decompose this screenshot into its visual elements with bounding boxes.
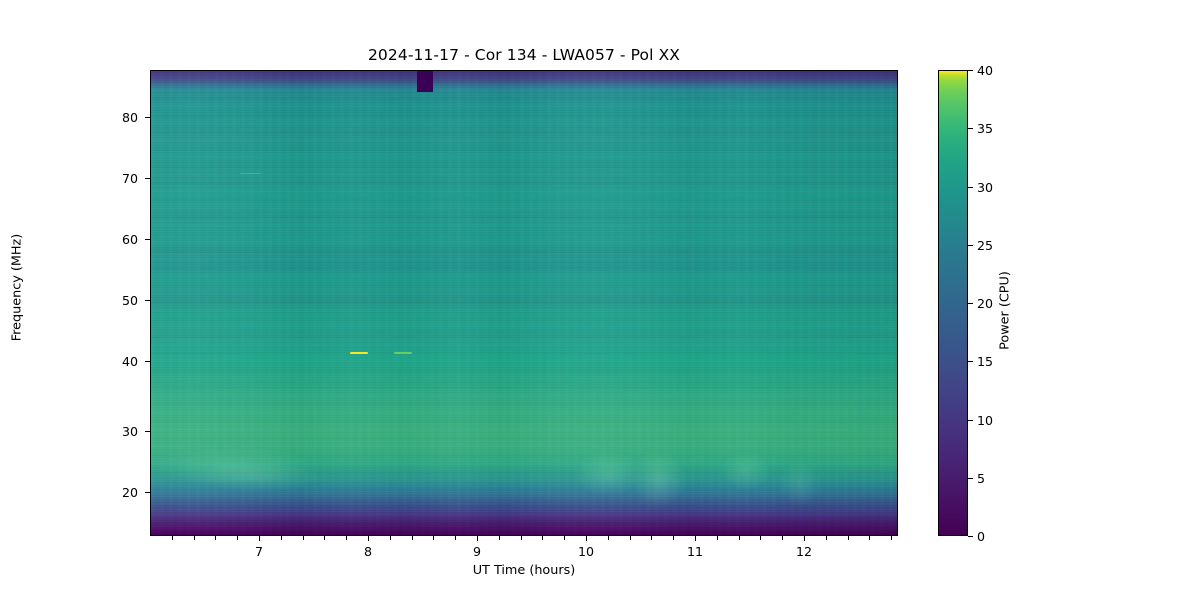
x-minor-tick — [629, 536, 631, 540]
y-tick-label-80: 80 — [121, 110, 138, 125]
spectrogram-channel-striping-coarse — [151, 71, 897, 535]
x-major-tick-11 — [695, 536, 696, 542]
y-tick-label-70: 70 — [121, 171, 138, 186]
colorbar-label-35: 35 — [977, 121, 994, 137]
y-major-tick-40 — [144, 361, 150, 362]
spectrogram-axes[interactable] — [150, 70, 898, 536]
colorbar-label-25: 25 — [977, 237, 994, 253]
colorbar-title: Power (CPU) — [997, 271, 1013, 350]
x-minor-tick — [825, 536, 827, 540]
x-minor-tick — [237, 536, 239, 540]
y-major-tick-30 — [144, 431, 150, 432]
colorbar[interactable] — [938, 70, 968, 536]
colorbar-label-10: 10 — [977, 412, 994, 428]
spectrogram-integration-blocks — [151, 71, 897, 535]
x-tick-label-9: 9 — [472, 544, 481, 559]
x-minor-tick — [498, 536, 500, 540]
colorbar-tick-25 — [968, 244, 973, 246]
y-major-tick-80 — [144, 117, 150, 118]
x-minor-tick — [891, 536, 893, 540]
x-minor-tick — [847, 536, 849, 540]
x-minor-tick — [520, 536, 522, 540]
y-major-tick-70 — [144, 178, 150, 179]
x-tick-label-8: 8 — [363, 544, 372, 559]
x-minor-tick — [782, 536, 784, 540]
spectrogram-base-gradient — [151, 71, 897, 535]
x-minor-tick — [193, 536, 195, 540]
colorbar-label-15: 15 — [977, 354, 994, 370]
colorbar-label-0: 0 — [977, 529, 986, 544]
x-minor-tick — [324, 536, 326, 540]
x-minor-tick — [673, 536, 675, 540]
flagged-data-dropout — [417, 71, 433, 92]
x-minor-tick — [564, 536, 566, 540]
x-minor-tick — [171, 536, 173, 540]
x-major-tick-10 — [586, 536, 587, 542]
colorbar-tick-20 — [968, 303, 973, 304]
spectrogram-channel-striping — [151, 71, 897, 535]
y-major-tick-20 — [144, 492, 150, 493]
y-tick-label-50: 50 — [121, 293, 138, 308]
colorbar-tick-35 — [968, 128, 973, 130]
colorbar-label-20: 20 — [977, 296, 994, 311]
y-axis-title: Frequency (MHz) — [9, 233, 25, 342]
x-minor-tick — [280, 536, 282, 540]
x-minor-tick — [607, 536, 609, 540]
x-minor-tick — [760, 536, 762, 540]
colorbar-label-5: 5 — [977, 470, 986, 486]
spectrogram-time-variation — [151, 71, 897, 535]
x-minor-tick — [389, 536, 391, 540]
page-title: 2024-11-17 - Cor 134 - LWA057 - Pol XX — [367, 46, 681, 64]
y-tick-label-30: 30 — [121, 424, 138, 439]
y-major-tick-50 — [144, 300, 150, 301]
colorbar-tick-5 — [968, 477, 973, 479]
colorbar-tick-15 — [968, 361, 973, 363]
y-major-tick-60 — [144, 239, 150, 240]
colorbar-tick-30 — [968, 186, 973, 188]
x-minor-tick — [716, 536, 718, 540]
x-tick-label-12: 12 — [795, 544, 813, 559]
x-major-tick-7 — [259, 536, 260, 542]
x-minor-tick — [869, 536, 871, 540]
y-tick-label-60: 60 — [121, 232, 138, 247]
colorbar-label-30: 30 — [977, 179, 994, 195]
colorbar-tick-10 — [968, 419, 973, 421]
colorbar-label-40: 40 — [977, 63, 994, 78]
spectrogram-image — [151, 71, 897, 535]
x-minor-tick — [215, 536, 217, 540]
x-minor-tick — [455, 536, 457, 540]
x-minor-tick — [542, 536, 544, 540]
y-tick-label-40: 40 — [121, 354, 138, 369]
colorbar-tick-0 — [968, 536, 973, 537]
x-minor-tick — [411, 536, 413, 540]
x-major-tick-12 — [804, 536, 805, 542]
x-minor-tick — [302, 536, 304, 540]
x-tick-label-10: 10 — [577, 544, 595, 559]
x-minor-tick — [738, 536, 740, 540]
x-major-tick-8 — [368, 536, 369, 542]
y-tick-label-20: 20 — [121, 485, 138, 500]
x-minor-tick — [433, 536, 435, 540]
x-axis-title: UT Time (hours) — [472, 563, 576, 578]
colorbar-tick-40 — [968, 70, 973, 71]
x-tick-label-7: 7 — [254, 544, 263, 559]
x-minor-tick — [346, 536, 348, 540]
x-minor-tick — [651, 536, 653, 540]
x-tick-label-11: 11 — [686, 544, 704, 559]
x-major-tick-9 — [477, 536, 478, 542]
